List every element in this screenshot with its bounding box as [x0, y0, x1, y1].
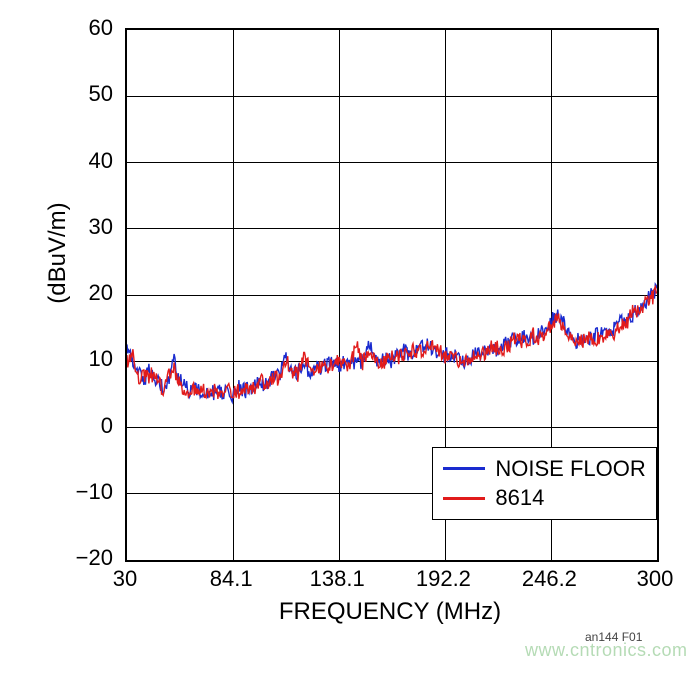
legend-swatch — [443, 467, 485, 470]
x-tick-label: 30 — [85, 566, 165, 592]
series-8614 — [127, 287, 657, 399]
legend-label: 8614 — [495, 483, 544, 513]
y-tick-label: 30 — [20, 214, 113, 240]
y-tick-label: 20 — [20, 280, 113, 306]
y-tick-label: 60 — [20, 15, 113, 41]
legend-item: NOISE FLOOR — [443, 454, 645, 484]
x-tick-label: 84.1 — [191, 566, 271, 592]
y-tick-label: 50 — [20, 81, 113, 107]
x-tick-label: 138.1 — [297, 566, 377, 592]
y-axis-label: (dBuV/m) — [44, 153, 72, 353]
legend-item: 8614 — [443, 483, 645, 513]
x-tick-label: 192.2 — [403, 566, 483, 592]
legend-label: NOISE FLOOR — [495, 454, 645, 484]
y-tick-label: 10 — [20, 346, 113, 372]
legend: NOISE FLOOR8614 — [432, 447, 656, 520]
y-tick-label: −10 — [20, 479, 113, 505]
watermark: www.cntronics.com — [525, 640, 688, 661]
y-tick-label: 40 — [20, 148, 113, 174]
x-tick-label: 246.2 — [509, 566, 589, 592]
x-tick-label: 300 — [615, 566, 695, 592]
emi-chart: (dBuV/m) FREQUENCY (MHz) NOISE FLOOR8614… — [20, 10, 676, 650]
legend-swatch — [443, 497, 485, 500]
y-tick-label: 0 — [20, 413, 113, 439]
x-axis-label: FREQUENCY (MHz) — [125, 598, 655, 626]
